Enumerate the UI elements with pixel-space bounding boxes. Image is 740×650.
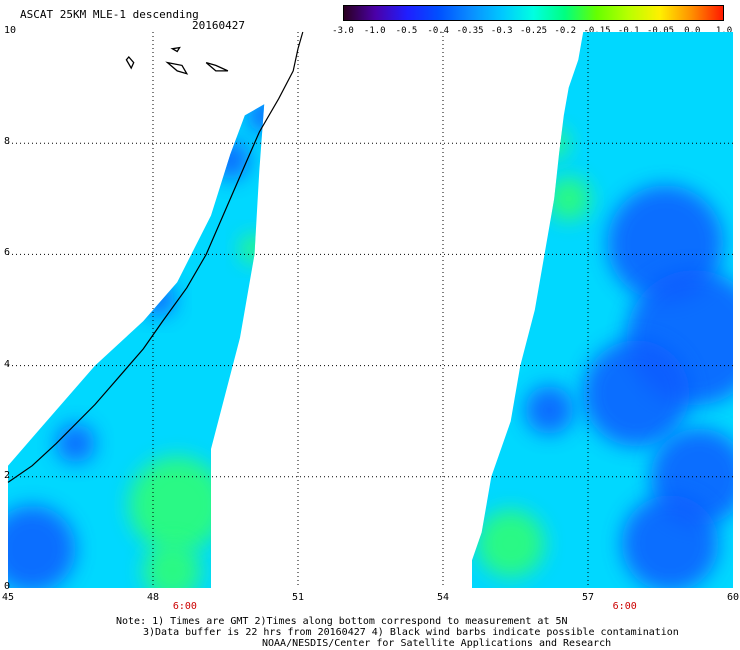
x-tick-label: 54 [437, 592, 450, 603]
low-value-patch [211, 140, 250, 180]
high-value-patch [143, 542, 202, 589]
y-tick-label: 8 [4, 136, 11, 148]
x-tick-label: 51 [292, 592, 305, 603]
time-label: 6:00 [172, 601, 197, 612]
colorbar-tick-label: 0.0 [684, 26, 701, 36]
time-label: 6:00 [612, 601, 637, 612]
low-value-patch [8, 505, 76, 589]
colorbar-tick-label: -0.05 [646, 26, 675, 36]
colorbar-tick-label: -0.15 [583, 26, 611, 36]
low-value-patch [621, 495, 719, 588]
x-tick-label: 60 [727, 592, 740, 603]
high-value-patch [128, 456, 226, 553]
y-tick-label: 2 [4, 469, 11, 481]
island-outline [125, 56, 135, 70]
x-tick-label: 48 [147, 592, 160, 603]
y-tick-label: 6 [4, 247, 11, 259]
low-value-patch [525, 385, 574, 435]
colorbar-tick-label: 1.0 [715, 26, 733, 36]
colorbar-tick-label: -0.25 [519, 26, 548, 36]
colorbar-tick-label: -1.0 [363, 26, 386, 36]
island-outline [165, 61, 189, 75]
high-value-patch [546, 177, 591, 221]
high-value-patch [476, 509, 545, 578]
colorbar-tick-label: -3.0 [332, 26, 354, 36]
y-tick-label: 0 [4, 581, 11, 592]
low-value-patch [56, 424, 95, 463]
colorbar-tick-label: -0.4 [427, 26, 450, 36]
island-outline [170, 46, 181, 53]
note-line-2: 3)Data buffer is 22 hrs from 20160427 4)… [143, 627, 679, 638]
note-line-1: Note: 1) Times are GMT 2)Times along bot… [116, 616, 568, 627]
low-value-patch [583, 340, 690, 447]
map-date: 20160427 [192, 19, 245, 32]
colorbar-tick-label: -0.3 [490, 26, 513, 36]
colorbar-tick-label: -0.35 [456, 26, 484, 36]
high-value-patch [240, 234, 265, 264]
map-title: ASCAT 25KM MLE-1 descending [20, 8, 199, 21]
note-line-3: NOAA/NESDIS/Center for Satellite Applica… [262, 638, 612, 649]
island-outline [205, 61, 229, 72]
coastline [7, 31, 304, 483]
colorbar-tick-label: -0.5 [395, 26, 418, 36]
x-tick-label: 45 [2, 592, 15, 603]
y-tick-label: 4 [4, 358, 11, 370]
colorbar-tick-label: -0.1 [617, 26, 640, 36]
colorbar [343, 5, 724, 21]
y-tick-label: 10 [4, 25, 17, 36]
x-tick-label: 57 [582, 592, 595, 603]
colorbar-tick-label: -0.2 [554, 26, 577, 36]
